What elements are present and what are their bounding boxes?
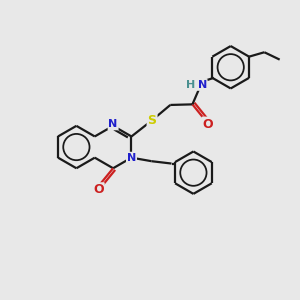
Text: O: O — [93, 183, 104, 196]
Text: O: O — [202, 118, 213, 130]
Text: N: N — [127, 153, 136, 163]
Text: H: H — [186, 80, 195, 90]
Text: N: N — [109, 119, 118, 129]
Text: N: N — [197, 80, 207, 90]
Text: S: S — [148, 114, 157, 127]
